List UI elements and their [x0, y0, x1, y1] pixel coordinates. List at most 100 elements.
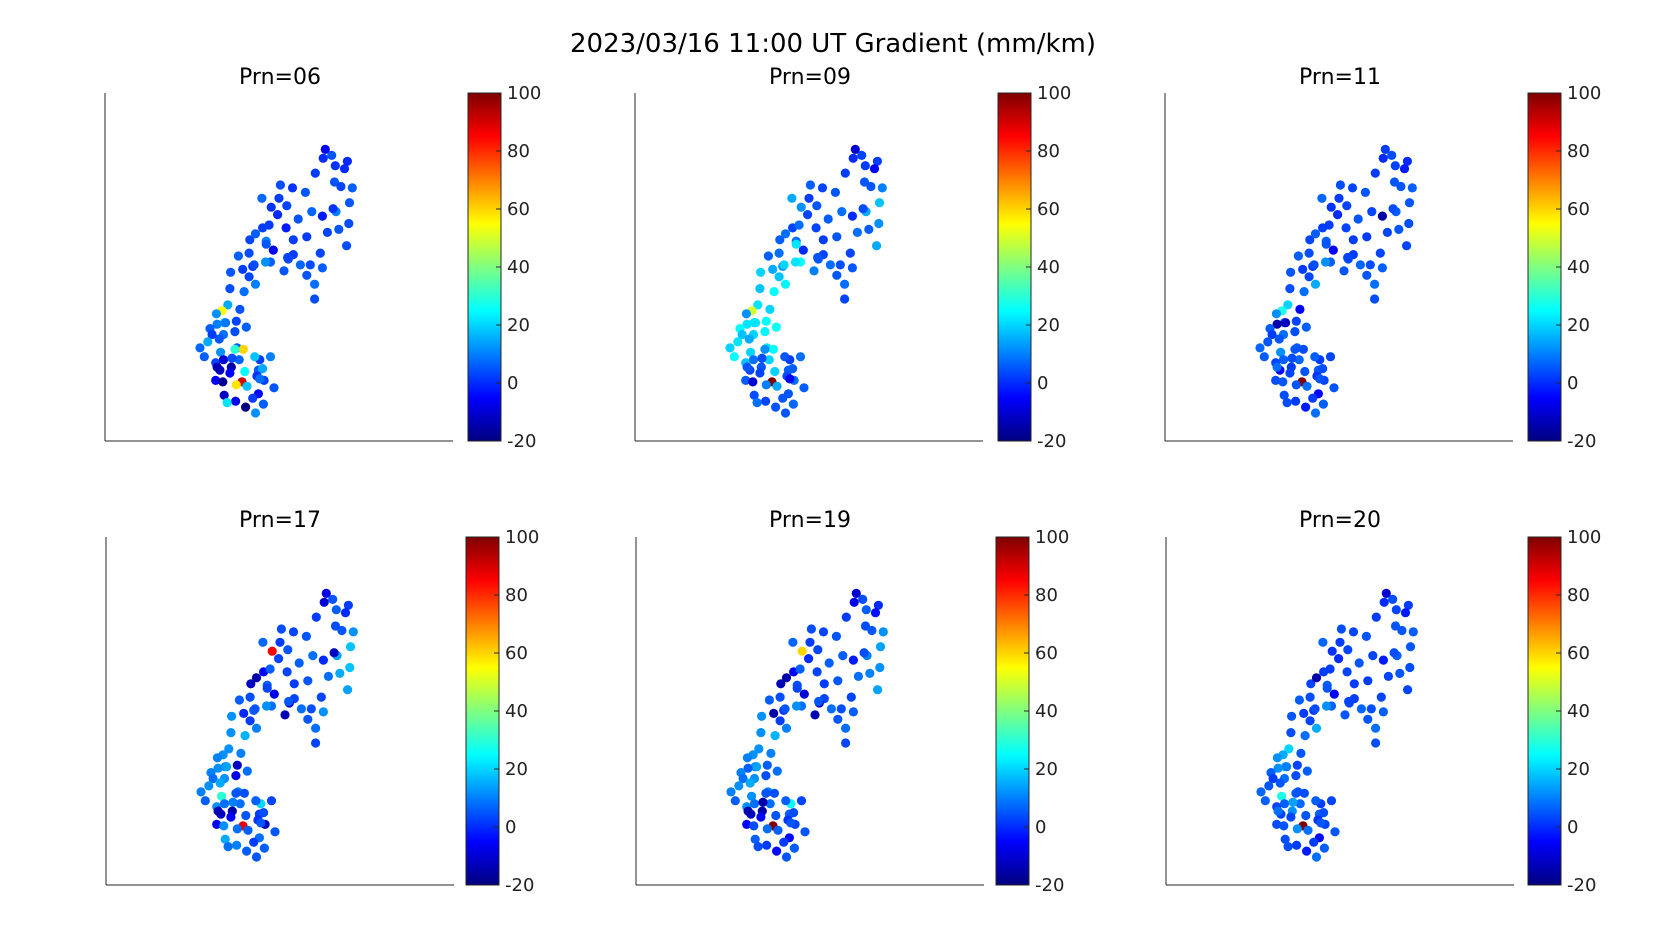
data-point — [752, 762, 762, 772]
data-point — [1379, 597, 1389, 607]
data-point — [1370, 294, 1380, 304]
data-point — [258, 399, 268, 409]
data-point — [1387, 150, 1397, 160]
data-point — [762, 840, 772, 850]
data-point — [1294, 695, 1304, 705]
data-point — [1390, 621, 1401, 631]
data-point — [266, 796, 277, 806]
panel-2: Prn=09 100 80 60 40 20 0 -20 — [634, 65, 1071, 452]
data-point — [1391, 605, 1401, 615]
colorbar-tick-label: 20 — [1037, 315, 1060, 336]
data-point — [331, 605, 341, 615]
data-point — [867, 625, 877, 636]
data-point — [795, 352, 806, 362]
scatter-points — [726, 588, 888, 862]
colorbar-tick-label: 100 — [505, 527, 539, 548]
data-point — [775, 692, 785, 702]
data-point — [238, 264, 248, 274]
data-point — [212, 319, 222, 329]
data-point — [848, 707, 859, 717]
data-point — [1287, 353, 1297, 363]
colorbar: 100 80 60 40 20 0 -20 — [995, 527, 1069, 896]
data-point — [282, 201, 292, 211]
data-point — [840, 294, 850, 304]
data-point — [273, 210, 283, 220]
data-point — [199, 352, 209, 362]
data-point — [831, 631, 842, 642]
data-point — [348, 627, 358, 637]
data-point — [1344, 696, 1354, 707]
data-point — [1310, 704, 1320, 714]
colorbar-tick-label: 60 — [1035, 643, 1058, 664]
data-point — [287, 183, 298, 193]
data-point — [334, 224, 344, 234]
data-point — [1368, 651, 1378, 661]
data-point — [858, 594, 868, 605]
data-point — [1360, 187, 1370, 197]
data-point — [780, 229, 791, 239]
data-point — [1256, 787, 1266, 797]
data-point — [232, 824, 242, 834]
data-point — [760, 327, 770, 337]
data-point — [238, 344, 248, 354]
data-point — [269, 383, 279, 393]
data-point — [1322, 683, 1332, 693]
data-point — [823, 214, 833, 224]
data-point — [281, 223, 291, 233]
colorbar-tick-label: -20 — [1035, 875, 1064, 896]
colorbar-tick-label: 40 — [1567, 701, 1590, 722]
data-point — [1399, 164, 1410, 174]
data-point — [228, 797, 238, 807]
data-point — [1280, 834, 1290, 844]
data-point — [216, 347, 226, 357]
colorbar-gradient — [466, 537, 499, 885]
data-point — [212, 753, 222, 763]
data-point — [1278, 377, 1288, 387]
data-point — [869, 164, 880, 174]
data-point — [1362, 232, 1372, 242]
data-point — [212, 362, 222, 372]
data-point — [787, 193, 797, 203]
data-point — [1343, 252, 1353, 263]
scatter-points — [1256, 588, 1418, 862]
data-point — [1255, 343, 1265, 353]
data-point — [195, 343, 205, 353]
data-point — [320, 144, 330, 154]
data-point — [1361, 631, 1371, 642]
data-point — [1366, 704, 1376, 714]
data-point — [220, 834, 230, 844]
data-point — [1291, 380, 1301, 390]
data-point — [804, 654, 814, 664]
data-point — [1347, 183, 1358, 193]
panel-3: Prn=11 100 80 60 40 20 0 -20 — [1164, 65, 1601, 452]
data-point — [758, 797, 768, 807]
data-point — [781, 796, 791, 806]
data-point — [785, 374, 795, 384]
data-point — [196, 787, 206, 797]
data-point — [303, 714, 313, 724]
data-point — [743, 806, 753, 816]
data-point — [779, 837, 789, 847]
data-point — [1397, 625, 1407, 636]
data-point — [1291, 771, 1301, 781]
data-point — [241, 322, 251, 332]
colorbar-tick-label: 60 — [1037, 199, 1060, 220]
data-point — [837, 207, 847, 217]
data-point — [343, 685, 353, 695]
data-point — [770, 366, 780, 377]
data-point — [768, 264, 778, 274]
data-point — [261, 701, 272, 711]
data-point — [1356, 704, 1366, 714]
data-point — [738, 773, 748, 784]
data-point — [748, 355, 759, 365]
data-point — [786, 818, 796, 828]
colorbar-gradient — [996, 537, 1029, 885]
colorbar-tick-label: 100 — [1035, 527, 1069, 548]
data-point — [308, 651, 318, 661]
data-point — [219, 799, 230, 809]
data-point — [256, 818, 266, 828]
data-point — [208, 773, 218, 784]
data-point — [1274, 334, 1284, 344]
data-point — [1301, 322, 1311, 332]
colorbar-gradient — [1528, 537, 1561, 885]
